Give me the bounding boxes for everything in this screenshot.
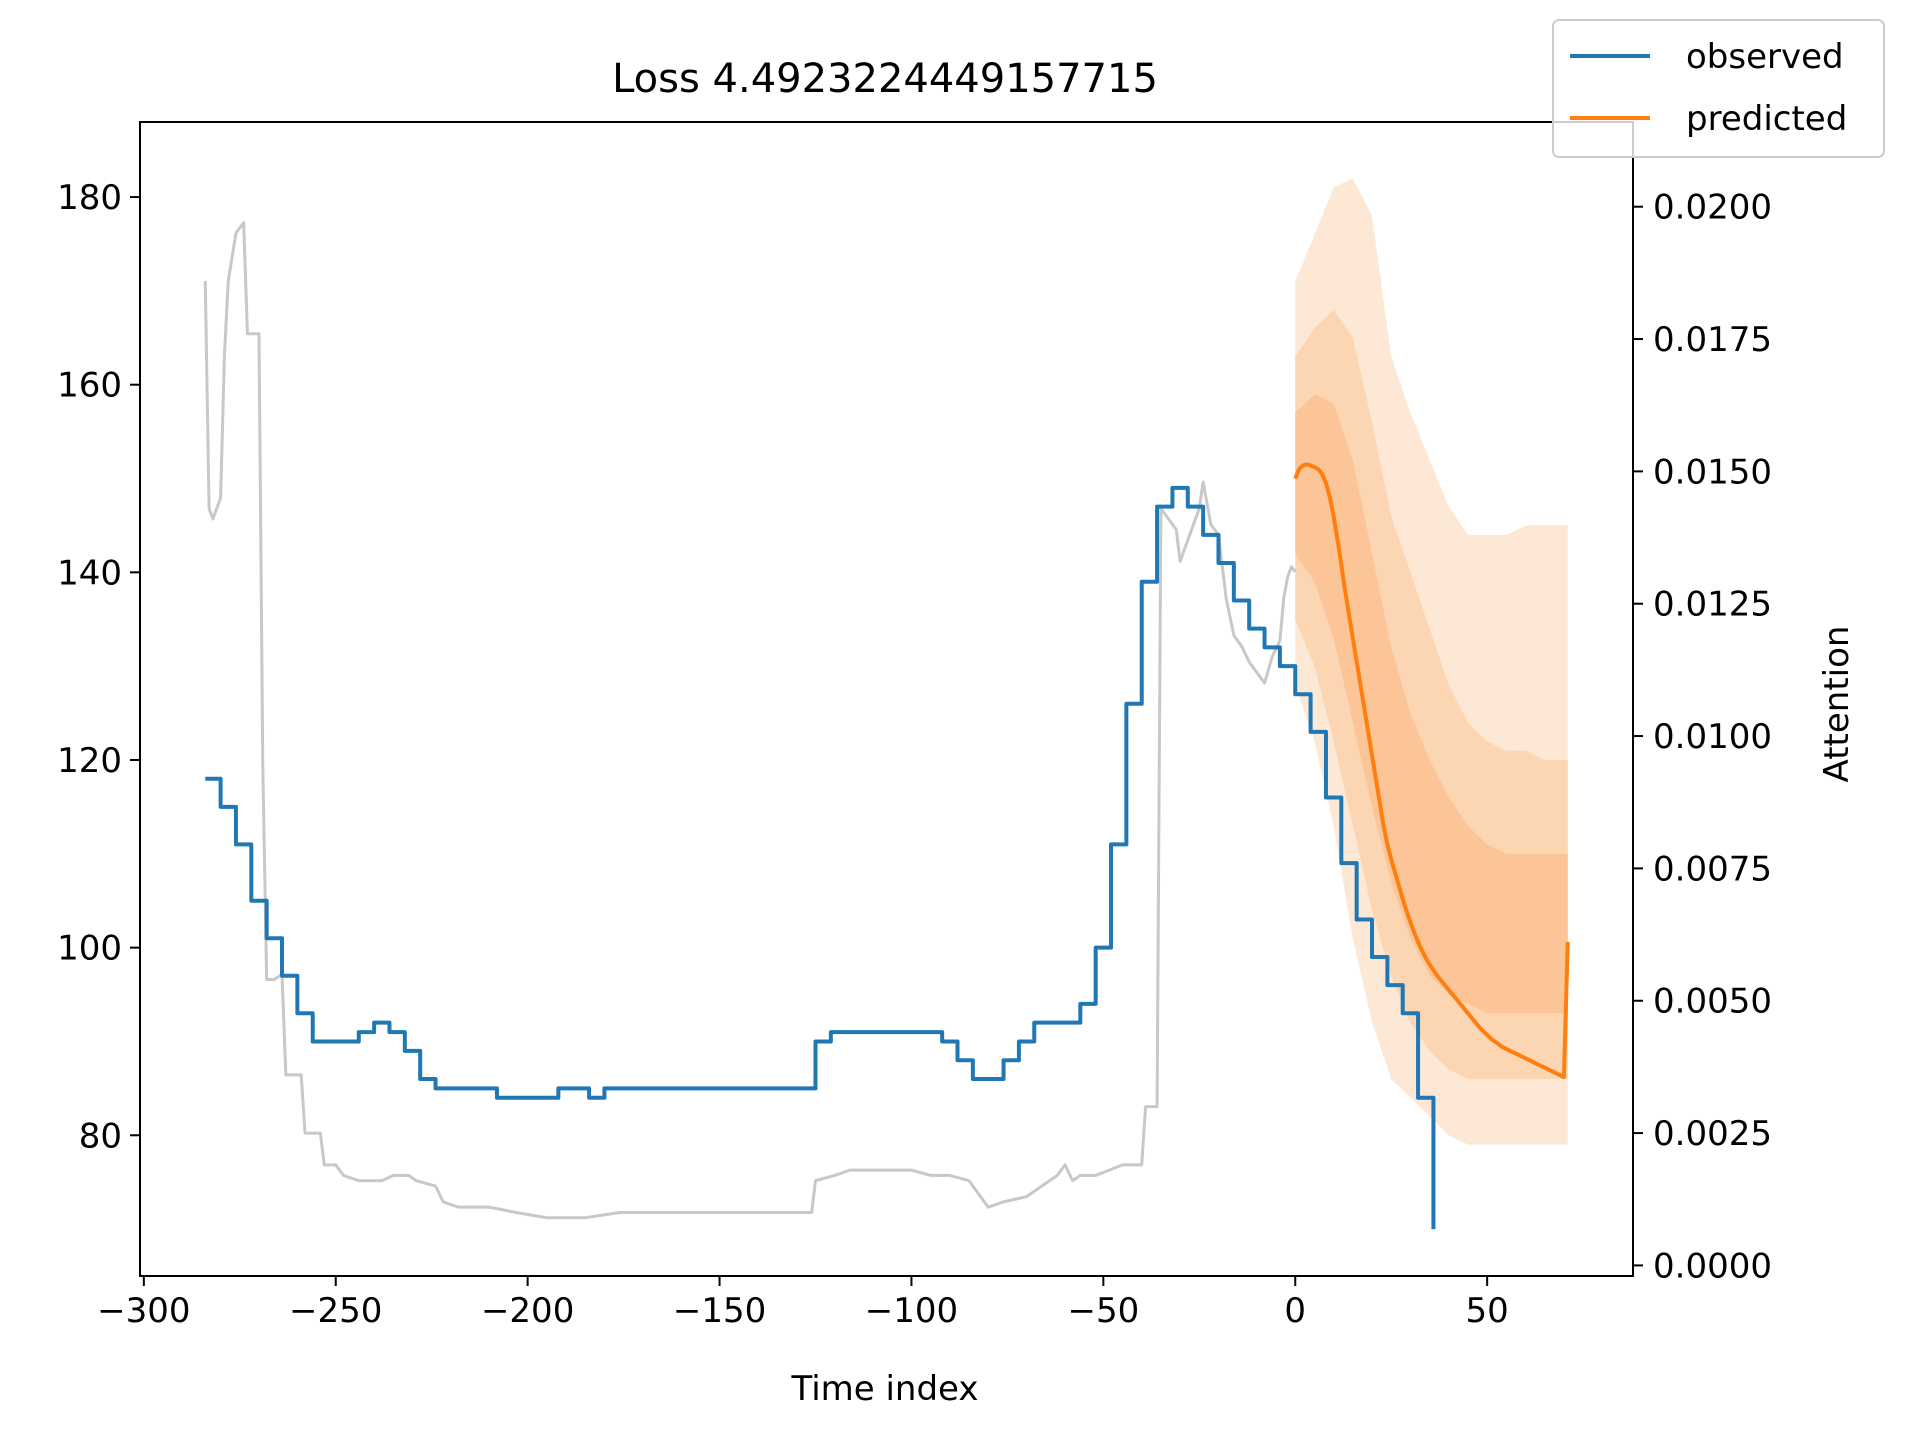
observed-line <box>205 485 1436 1230</box>
y2-tick-label: 0.0175 <box>1653 320 1772 360</box>
y-axis-ticks: 80 100 120 140 160 180 <box>57 178 140 1156</box>
y-tick-label: 80 <box>79 1116 122 1156</box>
x-tick-label: −250 <box>289 1291 382 1331</box>
y2-tick-label: 0.0150 <box>1653 452 1772 492</box>
y2-axis-label: Attention <box>1817 626 1857 783</box>
y2-tick-label: 0.0050 <box>1653 982 1772 1022</box>
chart-title: Loss 4.4923224449157715 <box>612 56 1158 102</box>
y-tick-label: 120 <box>57 741 122 781</box>
legend-predicted-label: predicted <box>1686 99 1847 139</box>
predicted-line <box>1293 462 1570 1080</box>
x-axis-ticks: −300 −250 −200 −150 −100 −50 0 50 <box>97 1276 1509 1331</box>
y2-tick-label: 0.0125 <box>1653 585 1772 625</box>
y2-tick-label: 0.0000 <box>1653 1246 1772 1286</box>
legend: observed predicted <box>1552 19 1885 158</box>
x-tick-label: −200 <box>481 1291 574 1331</box>
y2-axis-ticks: 0.0000 0.0025 0.0050 0.0075 0.0100 0.0125 0.01… <box>1633 188 1772 1286</box>
x-tick-label: 0 <box>1284 1291 1306 1331</box>
series-lines <box>203 221 1570 1230</box>
y-tick-label: 160 <box>57 366 122 406</box>
legend-observed-label: observed <box>1686 37 1844 77</box>
prediction-bands <box>1295 178 1568 1145</box>
x-axis-label: Time index <box>790 1369 978 1409</box>
y-tick-label: 140 <box>57 553 122 593</box>
y-tick-label: 100 <box>57 929 122 969</box>
y2-tick-label: 0.0075 <box>1653 849 1772 889</box>
y2-tick-label: 0.0100 <box>1653 717 1772 757</box>
x-tick-label: 50 <box>1466 1291 1509 1331</box>
y2-tick-label: 0.0200 <box>1653 188 1772 228</box>
y2-tick-label: 0.0025 <box>1653 1114 1772 1154</box>
x-tick-label: −150 <box>673 1291 766 1331</box>
x-tick-label: −50 <box>1067 1291 1139 1331</box>
x-tick-label: −100 <box>865 1291 958 1331</box>
y-tick-label: 180 <box>57 178 122 218</box>
band-inner <box>1295 394 1568 1014</box>
attention-line <box>203 221 1297 1220</box>
x-tick-label: −300 <box>97 1291 190 1331</box>
